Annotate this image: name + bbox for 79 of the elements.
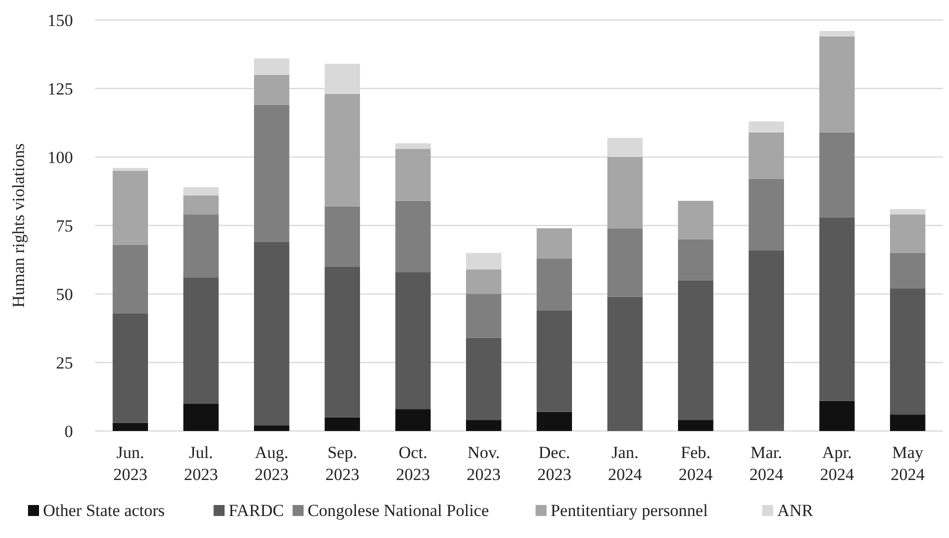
x-tick-label: Jun. 2023 [113,443,148,484]
bar [819,400,855,431]
x-tick-label: Nov. 2023 [466,443,501,484]
bar [324,94,360,206]
y-tick-label: 150 [48,10,73,30]
bar [395,148,431,201]
bar [607,228,643,297]
bar [183,214,219,278]
y-tick-label: 100 [48,148,73,167]
bar [678,239,714,280]
legend-label: Congolese National Police [308,501,489,520]
bar [536,412,572,431]
bar [748,178,784,250]
bar [466,294,502,338]
y-tick-label: 125 [48,79,73,98]
bar [678,420,714,431]
legend-label: ANR [777,501,814,520]
bar [183,404,219,431]
bar [112,168,148,171]
bar [254,242,290,426]
bar [536,228,572,258]
bar [395,143,431,149]
bar [395,200,431,272]
bar [324,206,360,267]
bar [890,209,926,215]
x-tick-label: Apr. 2024 [820,443,854,484]
bar [112,170,148,245]
x-tick-label: Oct. 2023 [396,443,430,484]
bar [819,132,855,218]
legend-label: Other State actors [43,501,165,520]
bar [254,58,290,75]
bar [324,266,360,418]
bar [748,132,784,179]
bar [112,244,148,314]
y-tick-label: 25 [56,353,73,372]
x-tick-label: Jul. 2023 [184,443,218,484]
bar [466,338,502,420]
bar [324,417,360,431]
bar [183,195,219,215]
bar [819,36,855,132]
bar [890,252,926,289]
x-tick-label: Dec. 2023 [537,443,572,484]
bar [819,217,855,401]
x-tick-label: Sep. 2023 [325,443,360,484]
bar [112,422,148,431]
bar [748,121,784,132]
bar [254,426,290,431]
bar [678,200,714,240]
bar [112,313,148,423]
x-tick-label: May 2024 [890,443,926,484]
y-tick-label: 0 [64,422,73,441]
bar [183,278,219,404]
y-tick-label: 75 [56,216,73,236]
bar [466,269,502,294]
bar [536,258,572,310]
legend-label: FARDC [228,501,284,520]
bar [607,296,643,431]
bar [466,420,502,431]
bar [678,280,714,420]
bar [183,187,219,196]
bar [395,409,431,431]
bar [607,157,643,228]
x-tick-label: Mar. 2024 [749,443,784,484]
bar [890,214,926,253]
x-tick-label: Aug. 2023 [254,443,289,484]
y-tick-label: 50 [56,284,73,304]
bar [395,272,431,410]
y-axis-title: Human rights violations [9,143,28,308]
bar [819,30,855,36]
x-tick-label: Jan. 2024 [608,443,642,484]
bar [890,414,926,431]
x-tick-label: Feb. 2024 [678,443,714,484]
bar [748,250,784,431]
bar [254,104,290,242]
bar [466,252,502,270]
bar [890,288,926,415]
bar [536,310,572,412]
legend-label: Pentitentiary personnel [550,501,708,520]
bar [254,74,290,105]
